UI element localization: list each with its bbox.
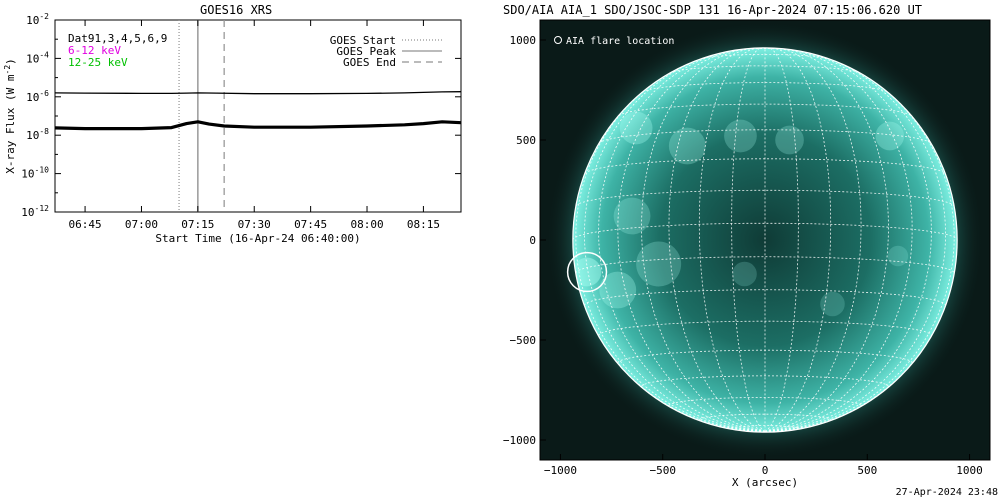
goes-y-ticks: 10-2 10-4 10-6 10-8 10-10 10-12 — [21, 12, 461, 219]
goes-band2-label: 12-25 keV — [68, 56, 128, 69]
goes-dat-label: Dat91,3,4,5,6,9 — [68, 32, 167, 45]
aia-x-tick-label: −1000 — [544, 464, 577, 477]
goes-chart-title: GOES16 XRS — [200, 3, 273, 17]
aia-active-region — [820, 291, 845, 317]
aia-active-region — [599, 271, 637, 309]
goes-series-group — [54, 91, 462, 131]
aia-longitude-line — [764, 67, 955, 432]
goes-y-tick-label: 10-6 — [26, 89, 49, 104]
aia-x-tick-label: 500 — [857, 464, 877, 477]
goes-legend-end-label: GOES End — [343, 56, 396, 69]
aia-image-title: SDO/AIA AIA_1 SDO/JSOC-SDP 131 16-Apr-20… — [503, 3, 923, 17]
aia-active-region — [775, 125, 804, 155]
goes-series-short — [54, 120, 462, 131]
aia-longitude-line — [764, 48, 889, 432]
goes-x-tick-label: 08:15 — [407, 218, 440, 231]
aia-longitude-line — [575, 67, 766, 432]
goes-x-tick-label: 07:45 — [294, 218, 327, 231]
aia-y-tick-label: 500 — [516, 134, 536, 147]
aia-longitude-line — [731, 47, 766, 432]
aia-active-region — [887, 245, 909, 267]
goes-band1-label: 6-12 keV — [68, 44, 121, 57]
aia-x-axis-label: X (arcsec) — [732, 476, 798, 489]
aia-longitude-line — [668, 47, 766, 432]
aia-x-ticks: −1000 −500 0 500 1000 — [544, 454, 983, 477]
aia-heliographic-grid — [572, 47, 958, 432]
goes-series-long — [54, 91, 462, 95]
aia-longitude-line — [764, 48, 913, 432]
aia-active-region — [732, 261, 757, 287]
footer-timestamp: 27-Apr-2024 23:48 — [895, 487, 998, 498]
aia-longitude-line — [641, 48, 766, 432]
aia-active-region — [875, 121, 905, 151]
goes-y-tick-label: 10-2 — [26, 12, 49, 27]
goes-y-axis-label: X-ray Flux (W m-2) — [3, 58, 17, 174]
aia-latitude-line — [698, 413, 832, 421]
aia-latitude-line — [598, 129, 932, 144]
goes-legend-start-label: GOES Start — [330, 34, 396, 47]
aia-sun-image: AIA flare location −1000 −500 0 500 1000 100… — [503, 19, 991, 489]
aia-longitude-line — [764, 47, 832, 432]
aia-limb-outline — [572, 47, 958, 433]
goes-y-tick-label: 10-4 — [26, 50, 49, 65]
aia-y-tick-label: −500 — [510, 334, 537, 347]
aia-active-region — [668, 127, 706, 165]
goes-x-ticks: 06:45 07:00 07:15 07:30 07:45 08:00 08:15 — [69, 20, 440, 231]
goes-y-axis-label-end: ) — [4, 58, 17, 65]
goes-marker-lines — [178, 20, 225, 212]
aia-solar-disk — [572, 47, 958, 433]
aia-x-tick-label: 1000 — [956, 464, 983, 477]
aia-x-tick-label: −500 — [649, 464, 676, 477]
goes-x-axis-label: Start Time (16-Apr-24 06:40:00) — [155, 232, 360, 245]
aia-y-ticks: 1000 500 0 −500 −1000 — [503, 34, 546, 447]
aia-latitude-line — [618, 103, 912, 116]
aia-latitude-line — [736, 48, 794, 51]
goes-x-tick-label: 07:30 — [238, 218, 271, 231]
aia-legend-circle-icon — [554, 36, 562, 44]
aia-longitude-line — [764, 50, 932, 432]
aia-active-region — [572, 257, 602, 287]
goes-y-tick-label: 10-12 — [21, 204, 49, 219]
goes-y-tick-label: 10-10 — [21, 166, 49, 181]
goes-legend-peak-label: GOES Peak — [336, 45, 396, 58]
goes-y-tick-label: 10-8 — [26, 127, 49, 142]
goes-y-axis-label-main: X-ray Flux (W m — [4, 74, 17, 174]
goes-x-tick-label: 07:15 — [181, 218, 214, 231]
aia-y-tick-label: 0 — [529, 234, 536, 247]
aia-legend-label: AIA flare location — [566, 36, 674, 47]
aia-longitude-line — [764, 47, 799, 432]
aia-latitude-line — [701, 54, 829, 59]
goes-x-tick-label: 08:00 — [350, 218, 383, 231]
aia-longitude-line — [598, 50, 766, 432]
aia-flare-location-marker — [566, 251, 608, 293]
aia-latitude-line — [641, 82, 889, 93]
aia-y-tick-label: −1000 — [503, 434, 536, 447]
aia-active-region — [619, 111, 653, 145]
aia-active-region — [724, 119, 757, 153]
goes-x-tick-label: 07:00 — [125, 218, 158, 231]
aia-x-tick-label: 0 — [762, 464, 769, 477]
aia-longitude-line — [764, 47, 862, 432]
aia-y-tick-label: 1000 — [510, 34, 537, 47]
aia-longitude-line — [698, 47, 766, 432]
aia-active-region — [636, 241, 682, 287]
goes-x-tick-label: 06:45 — [69, 218, 102, 231]
aia-active-regions — [572, 111, 909, 317]
goes-xray-chart: 06:45 07:00 07:15 07:30 07:45 08:00 08:15 10-2… — [3, 12, 462, 245]
aia-longitude-line — [617, 48, 766, 432]
goes-y-axis-label-sup: -2 — [3, 65, 12, 75]
aia-latitude-line — [669, 65, 861, 74]
